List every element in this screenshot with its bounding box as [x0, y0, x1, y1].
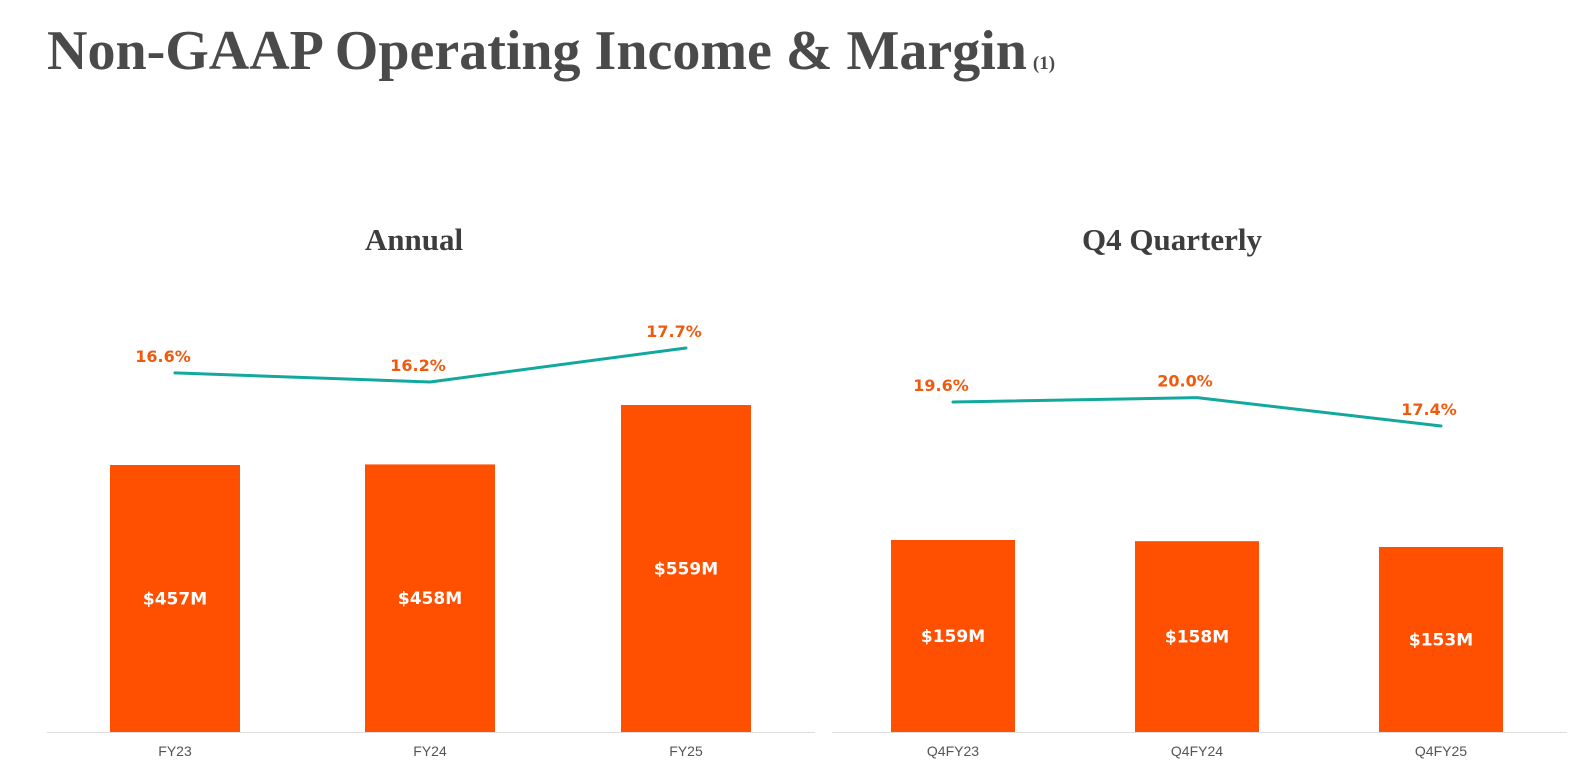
chart-1-margin-label: 16.2% — [390, 356, 446, 375]
chart-2-margin-label: 17.4% — [1401, 400, 1457, 419]
chart-1-bar-label: $457M — [143, 590, 207, 610]
chart-2-margin-line — [951, 396, 1443, 428]
chart-2-bar — [1135, 541, 1259, 732]
chart-2-bar-label: $153M — [1409, 631, 1473, 651]
chart-2-tick-label: Q4FY24 — [1171, 743, 1223, 759]
chart-1-bar — [621, 405, 751, 732]
chart-1-tick-label: FY24 — [413, 743, 447, 759]
chart-1-tick-label: FY25 — [669, 743, 703, 759]
chart-1-tick-label: FY23 — [158, 743, 192, 759]
chart-1-margin-label: 16.6% — [135, 347, 191, 366]
chart-2-tick-label: Q4FY25 — [1415, 743, 1467, 759]
chart-2-margin-label: 20.0% — [1157, 372, 1213, 391]
chart-2-bar — [1379, 547, 1503, 732]
chart-2-tick-label: Q4FY23 — [927, 743, 979, 759]
chart-2-bar — [891, 540, 1015, 732]
chart-2-bar-label: $159M — [921, 627, 985, 647]
chart-1-title: Annual — [365, 222, 464, 257]
chart-1-margin-line — [173, 346, 688, 384]
page-title-text: Non-GAAP Operating Income & Margin — [47, 20, 1027, 82]
chart-1-bar — [110, 465, 240, 732]
chart-1-margin-label: 17.7% — [646, 322, 702, 341]
chart-1-bar-label: $559M — [654, 560, 718, 580]
chart-1-bar-label: $458M — [398, 589, 462, 609]
chart-2-bar-label: $158M — [1165, 628, 1229, 648]
chart-2-title: Q4 Quarterly — [1082, 222, 1262, 257]
chart-2-margin-label: 19.6% — [913, 376, 969, 395]
footnote-marker: (1) — [1032, 53, 1056, 74]
chart-1-bar — [365, 464, 495, 732]
page-title: Non-GAAP Operating Income & Margin (1) — [47, 18, 1055, 97]
